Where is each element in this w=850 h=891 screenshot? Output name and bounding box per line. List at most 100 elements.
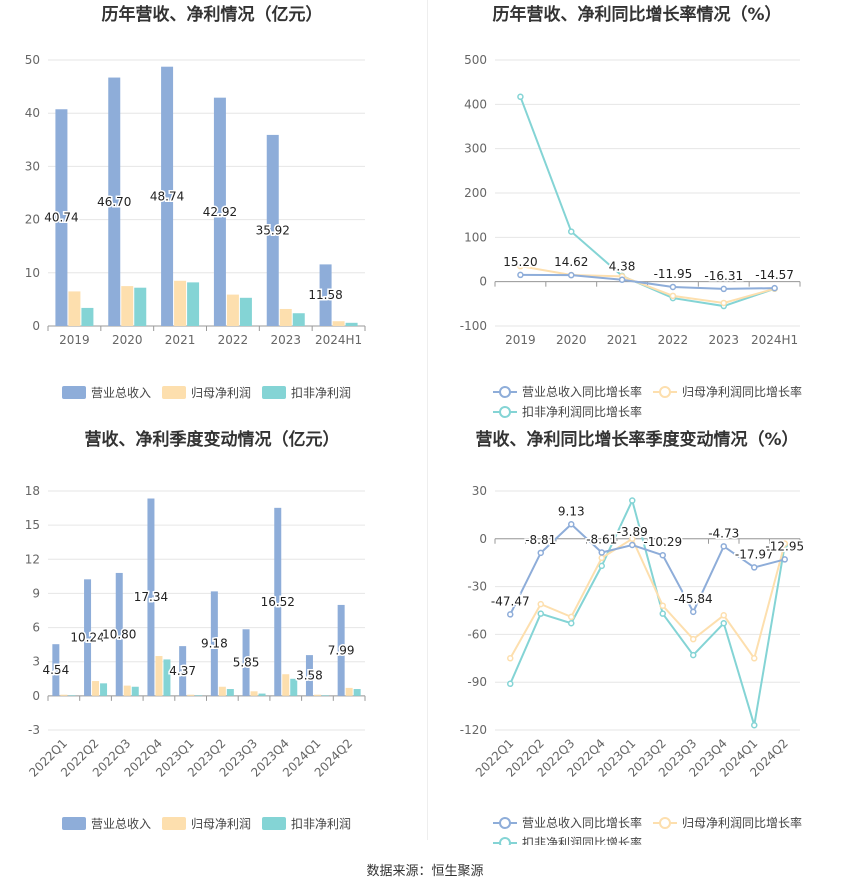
series-line-net-profit-growth: [509, 537, 786, 661]
y-tick-label: -120: [460, 723, 487, 737]
line-value-label: -8.61: [586, 533, 617, 547]
x-tick-label: 2024H1: [315, 333, 362, 347]
bar-value-label: 16.52: [261, 595, 295, 609]
series-point: [517, 262, 524, 270]
legend-swatch: [62, 386, 86, 399]
legend-label: 营业总收入同比增长率: [522, 815, 642, 830]
series-point: [537, 549, 544, 557]
chart-title: 历年营收、净利情况（亿元）: [102, 4, 323, 25]
series-point: [568, 228, 575, 235]
panel-divider: [427, 0, 428, 840]
bar-revenue: [84, 579, 92, 696]
legend-label: 归母净利润: [191, 386, 251, 400]
bar-deducted-profit: [321, 695, 329, 696]
legend-marker: [659, 386, 671, 398]
legend-label: 归母净利润: [191, 817, 251, 831]
bar-revenue: [266, 134, 279, 326]
bar-net-profit: [218, 686, 226, 696]
series-point: [659, 602, 666, 609]
x-tick-label: 2021: [165, 333, 196, 347]
x-tick-label: 2019: [505, 333, 536, 347]
line-value-label: -12.95: [765, 539, 804, 553]
legend-label: 扣非净利润: [291, 386, 351, 400]
line-value-label: -47.47: [491, 594, 530, 608]
y-tick-label: -3: [28, 723, 40, 737]
line-value-label: 14.62: [554, 255, 588, 269]
y-tick-label: 400: [464, 97, 487, 111]
bar-revenue: [213, 97, 226, 326]
chart-title: 营收、净利季度变动情况（亿元）: [85, 429, 340, 450]
series-point: [629, 497, 636, 504]
series-point: [618, 276, 626, 283]
bar-deducted-profit: [100, 683, 108, 696]
bar-net-profit: [226, 294, 239, 326]
bar-value-label: 40.74: [44, 211, 78, 225]
series-point: [690, 635, 697, 643]
y-tick-label: 30: [25, 159, 40, 173]
bar-revenue: [274, 507, 282, 696]
bar-net-profit: [92, 681, 100, 696]
series-point: [568, 613, 575, 621]
bar-net-profit: [282, 674, 290, 696]
legend-marker: [499, 837, 511, 845]
y-tick-label: 40: [25, 106, 40, 120]
y-tick-label: 10: [25, 266, 40, 280]
line-value-label: -3.89: [617, 525, 648, 539]
legend-marker: [499, 406, 511, 418]
series-point: [720, 299, 727, 307]
series-point: [781, 540, 788, 547]
legend-swatch: [262, 817, 286, 830]
series-line-net-profit-growth: [520, 265, 775, 304]
bar-revenue: [52, 644, 60, 696]
bar-net-profit: [332, 321, 345, 326]
bar-revenue: [115, 572, 123, 696]
bar-value-label: 46.70: [97, 195, 131, 209]
bar-value-label: 3.58: [296, 668, 323, 682]
x-tick-label: 2021: [607, 333, 638, 347]
series-point: [629, 541, 636, 549]
data-source: 数据来源：恒生聚源: [366, 864, 484, 879]
series-point: [507, 655, 514, 662]
x-tick-label: 2024H1: [751, 333, 798, 347]
bar-deducted-profit: [131, 686, 139, 696]
bar-deducted-profit: [239, 297, 252, 326]
line-value-label: -10.29: [643, 535, 682, 549]
y-tick-label: 300: [464, 142, 487, 156]
y-tick-label: 9: [32, 586, 40, 600]
series-point: [598, 562, 605, 570]
bar-deducted-profit: [258, 693, 266, 696]
series-point: [751, 655, 758, 662]
series-point: [751, 564, 758, 571]
bar-deducted-profit: [68, 695, 76, 696]
y-tick-label: 0: [479, 275, 487, 289]
x-tick-label: 2023: [270, 333, 301, 347]
bar-net-profit: [250, 691, 258, 696]
line-value-label: -4.73: [708, 526, 739, 540]
bar-value-label: 35.92: [256, 223, 290, 237]
bar-net-profit: [313, 694, 321, 696]
bar-revenue: [319, 264, 332, 326]
bar-revenue: [210, 591, 218, 696]
bar-value-label: 9.18: [201, 637, 228, 651]
series-point: [720, 543, 727, 550]
y-tick-label: 30: [472, 484, 487, 498]
series-point: [771, 284, 778, 292]
series-point: [720, 285, 727, 293]
bar-net-profit: [60, 694, 68, 696]
x-tick-label: 2022: [218, 333, 249, 347]
bar-deducted-profit: [195, 695, 203, 696]
legend-label: 营业总收入: [91, 817, 151, 831]
y-tick-label: -30: [467, 580, 487, 594]
series-point: [690, 608, 697, 616]
legend-swatch: [262, 386, 286, 399]
y-tick-label: -60: [467, 627, 487, 641]
series-line-revenue-growth: [520, 273, 775, 290]
line-value-label: 4.38: [609, 260, 636, 274]
bar-revenue: [337, 604, 345, 696]
y-tick-label: 0: [32, 689, 40, 703]
bar-net-profit: [279, 308, 292, 326]
series-point: [669, 283, 677, 291]
bar-net-profit: [345, 687, 353, 696]
bar-deducted-profit: [187, 282, 200, 326]
bar-value-label: 4.54: [42, 663, 69, 677]
